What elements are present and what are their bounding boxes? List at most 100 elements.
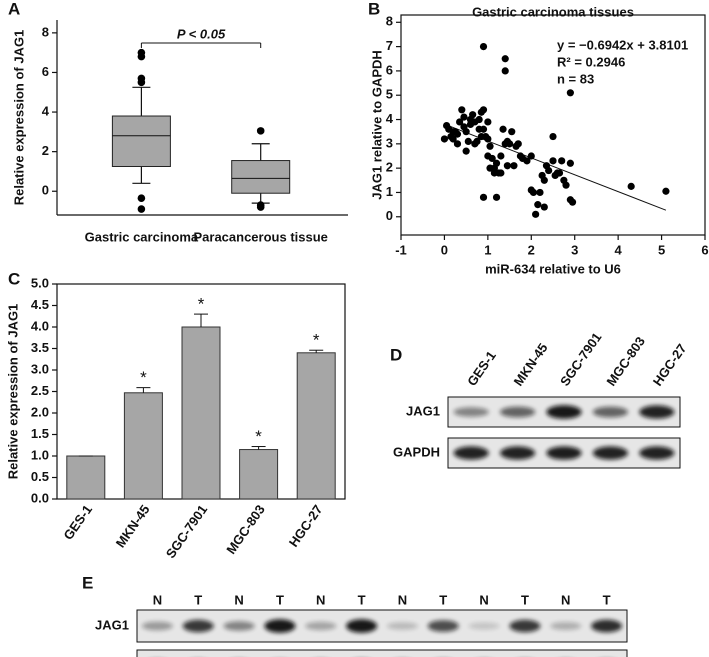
lane-label: GES-1 [464, 348, 499, 389]
point [540, 176, 548, 184]
point [490, 169, 498, 177]
annotation: R² = 0.2946 [557, 54, 625, 69]
band [453, 407, 489, 417]
point [492, 159, 501, 167]
panel-letter: D [390, 345, 402, 364]
y-axis-label: JAG1 relative to GAPDH [369, 50, 384, 200]
point [471, 140, 479, 148]
lane-label: N [479, 592, 488, 607]
point [479, 43, 488, 51]
lane-label: SGC-7901 [557, 330, 605, 389]
x-tick-label: GES-1 [60, 502, 95, 543]
point [499, 125, 507, 133]
point [568, 198, 577, 206]
point [566, 159, 574, 167]
point [510, 162, 518, 170]
point [456, 118, 464, 126]
point [484, 135, 492, 143]
point [475, 125, 483, 133]
point [477, 132, 485, 141]
point [479, 193, 488, 201]
outlier [137, 78, 146, 87]
point [449, 128, 457, 136]
point [488, 154, 496, 163]
panel-letter: A [8, 0, 20, 18]
band [550, 622, 582, 630]
outlier [137, 194, 146, 202]
lane-label: N [153, 592, 162, 607]
band [546, 446, 582, 460]
band [264, 619, 296, 633]
x-tick-label: Gastric carcinoma [85, 229, 199, 244]
lane-label: HGC-27 [650, 341, 690, 389]
y-tick-label: 0 [386, 208, 393, 223]
band [468, 622, 500, 630]
y-tick-label: 5.0 [31, 275, 49, 290]
x-tick-label: 1 [484, 242, 491, 257]
x-tick-label: 3 [571, 242, 578, 257]
panel-letter: C [8, 269, 20, 288]
point [549, 157, 557, 165]
band [591, 619, 623, 633]
x-tick-label: 2 [528, 242, 535, 257]
band [305, 621, 337, 631]
bar [181, 326, 221, 500]
point [527, 152, 535, 160]
point [460, 113, 468, 121]
band [639, 405, 675, 419]
y-tick-label: 8 [42, 24, 49, 39]
lane-label: T [276, 592, 284, 607]
outlier [137, 52, 146, 61]
lane-label: T [439, 592, 447, 607]
band [386, 622, 418, 630]
point [540, 203, 548, 211]
x-tick-label: 4 [615, 242, 623, 257]
y-tick-label: 7 [386, 38, 393, 53]
point [501, 55, 509, 63]
x-tick-label: MKN-45 [113, 502, 153, 550]
band [592, 406, 629, 418]
y-tick-label: 1.5 [31, 426, 49, 441]
point [508, 128, 516, 136]
outlier [256, 127, 265, 135]
point [479, 106, 488, 114]
significance-mark: * [255, 427, 262, 446]
point [503, 162, 511, 170]
point [466, 115, 475, 124]
point [464, 137, 472, 146]
point [449, 135, 457, 143]
point [566, 89, 574, 97]
bar [239, 449, 279, 500]
y-tick-label: 4 [386, 111, 394, 126]
bar [66, 455, 106, 500]
point [458, 106, 466, 114]
point [492, 193, 501, 201]
y-tick-label: 3 [386, 135, 393, 150]
y-tick-label: 2 [386, 160, 393, 175]
panel-letter: B [368, 0, 380, 18]
y-axis-label: Relative expression of JAG1 [5, 304, 20, 480]
significance-label: P < 0.05 [177, 26, 226, 41]
point [497, 169, 505, 177]
band [499, 406, 536, 418]
x-tick-label: MGC-803 [223, 502, 268, 557]
point [662, 187, 670, 195]
y-tick-label: 0.5 [31, 469, 49, 484]
box [111, 115, 171, 167]
y-tick-label: 4 [42, 103, 50, 118]
row-label: GAPDH [393, 444, 440, 459]
y-tick-label: 3.5 [31, 340, 49, 355]
point [534, 201, 542, 209]
y-tick-label: 4.0 [31, 318, 49, 333]
point [486, 164, 494, 172]
band [499, 446, 536, 460]
lane-label: MGC-803 [603, 334, 648, 389]
point [555, 169, 564, 177]
band [639, 446, 675, 460]
y-tick-label: 2.0 [31, 404, 49, 419]
point [497, 152, 505, 160]
band [346, 619, 378, 633]
annotation: y = −0.6942x + 3.8101 [557, 37, 688, 52]
x-tick-label: HGC-27 [286, 502, 326, 550]
